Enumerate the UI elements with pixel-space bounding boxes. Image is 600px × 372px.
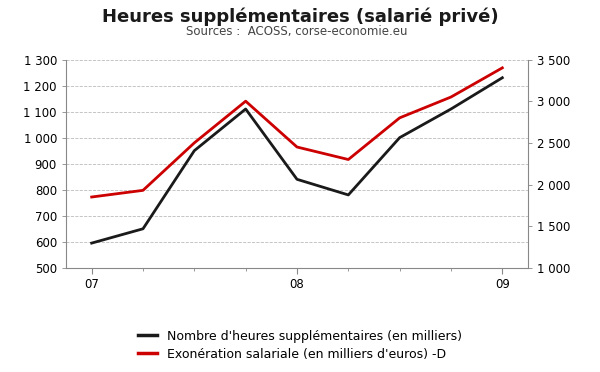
Legend: Nombre d'heures supplémentaires (en milliers), Exonération salariale (en millier: Nombre d'heures supplémentaires (en mill… — [133, 325, 467, 366]
Title: Sources :  ACOSS, corse-economie.eu: Sources : ACOSS, corse-economie.eu — [186, 25, 408, 38]
Text: Heures supplémentaires (salarié privé): Heures supplémentaires (salarié privé) — [101, 7, 499, 26]
